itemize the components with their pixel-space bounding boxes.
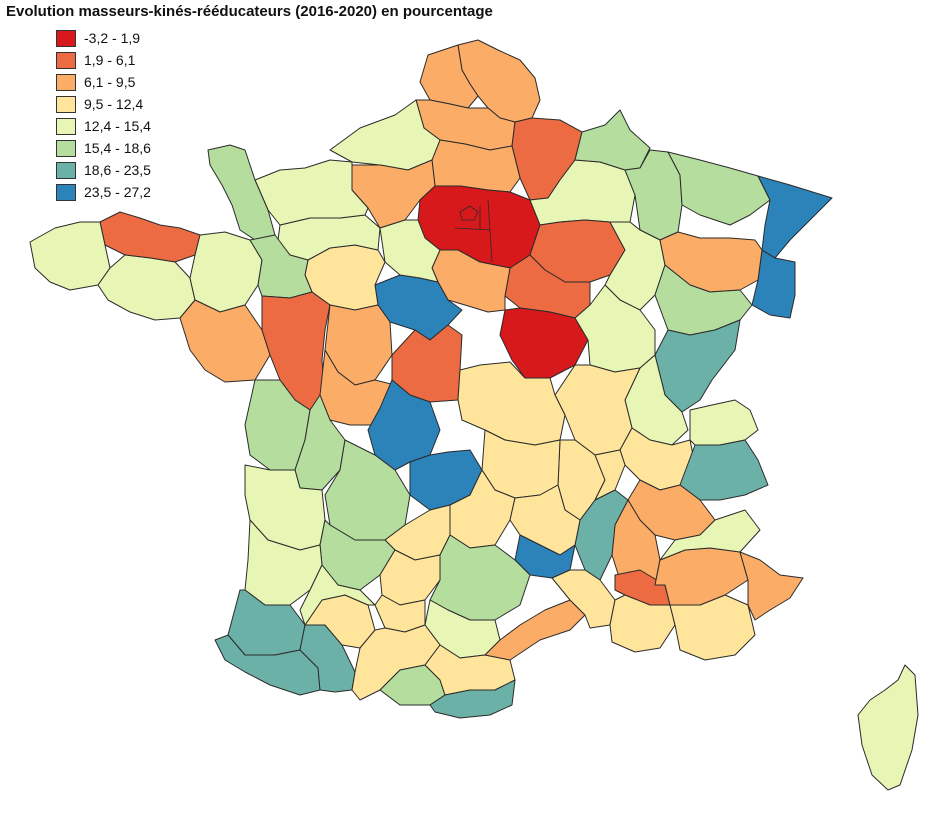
region-ardennes[interactable] — [574, 109, 651, 171]
legend-swatch — [56, 183, 76, 201]
region-aveyron[interactable] — [429, 534, 531, 621]
legend-swatch — [56, 117, 76, 135]
region-haute-marne[interactable] — [604, 221, 666, 311]
region-hautes-pyrenees[interactable] — [299, 624, 356, 693]
region-ille-et-vilaine[interactable] — [189, 231, 263, 313]
legend-swatch — [56, 29, 76, 47]
map-title: Evolution masseurs-kinés-rééducateurs (2… — [6, 3, 493, 20]
region-corse[interactable] — [857, 664, 919, 791]
legend-swatch — [56, 139, 76, 157]
legend: -3,2 - 1,9 1,9 - 6,1 6,1 - 9,5 9,5 - 12,… — [56, 27, 151, 203]
legend-item: 6,1 - 9,5 — [56, 71, 151, 93]
region-pyrenees-orientales[interactable] — [429, 679, 516, 719]
region-rhone[interactable] — [594, 449, 626, 501]
legend-label: 23,5 - 27,2 — [84, 184, 151, 200]
legend-label: 18,6 - 23,5 — [84, 162, 151, 178]
legend-item: 18,6 - 23,5 — [56, 159, 151, 181]
region-calvados[interactable] — [254, 159, 369, 226]
legend-item: -3,2 - 1,9 — [56, 27, 151, 49]
region-allier[interactable] — [457, 361, 566, 446]
paris-border — [454, 199, 493, 263]
region-morbihan[interactable] — [97, 254, 196, 321]
region-oise[interactable] — [431, 139, 521, 193]
legend-item: 23,5 - 27,2 — [56, 181, 151, 203]
legend-label: 9,5 - 12,4 — [84, 96, 144, 112]
region-cote-d-or[interactable] — [574, 284, 656, 373]
region-haut-rhin[interactable] — [751, 249, 796, 319]
region-finistere[interactable] — [29, 221, 111, 291]
region-seine-maritime[interactable] — [329, 99, 441, 171]
legend-swatch — [56, 95, 76, 113]
region-cotes-d-armor[interactable] — [99, 211, 201, 263]
region-moselle[interactable] — [667, 151, 771, 226]
legend-item: 12,4 - 15,4 — [56, 115, 151, 137]
legend-label: 12,4 - 15,4 — [84, 118, 151, 134]
legend-item: 9,5 - 12,4 — [56, 93, 151, 115]
region-haute-savoie[interactable] — [689, 399, 759, 446]
region-lot-et-garonne[interactable] — [299, 564, 376, 626]
legend-label: 6,1 - 9,5 — [84, 74, 136, 90]
region-eure-et-loir[interactable] — [379, 219, 441, 283]
legend-swatch — [56, 161, 76, 179]
region-savoie[interactable] — [679, 439, 769, 501]
region-pas-de-calais[interactable] — [419, 44, 479, 109]
region-bas-rhin[interactable] — [757, 175, 833, 259]
region-hautes-alpes[interactable] — [659, 509, 761, 561]
legend-item: 15,4 - 18,6 — [56, 137, 151, 159]
legend-label: -3,2 - 1,9 — [84, 30, 141, 46]
legend-label: 15,4 - 18,6 — [84, 140, 151, 156]
legend-swatch — [56, 73, 76, 91]
region-loire-atlantique[interactable] — [179, 299, 271, 383]
legend-swatch — [56, 51, 76, 69]
legend-item: 1,9 - 6,1 — [56, 49, 151, 71]
region-alpes-maritimes[interactable] — [739, 551, 804, 621]
legend-label: 1,9 - 6,1 — [84, 52, 136, 68]
